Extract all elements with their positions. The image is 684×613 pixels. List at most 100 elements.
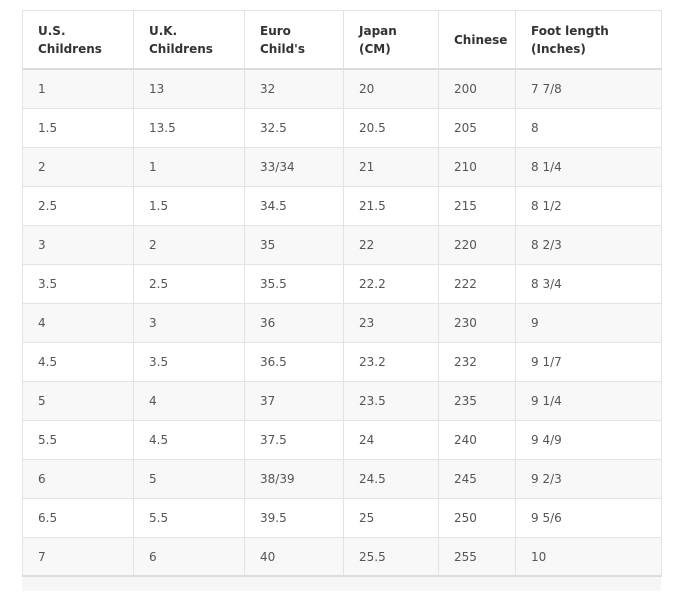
table-cell: 25 (343, 498, 439, 538)
table-cell: 24.5 (343, 459, 439, 499)
table-cell: 4 (22, 303, 134, 343)
header-cell: U.S. Childrens (22, 10, 134, 70)
table-cell: 35.5 (244, 264, 344, 304)
table-body: 1 13 32 20 200 7 7/8 1.5 13.5 32.5 20.5 205 8 2 1 33/3… (22, 68, 662, 577)
table-cell: 37.5 (244, 420, 344, 460)
table-cell: 9 2/3 (515, 459, 662, 499)
header-cell: Euro Child's (244, 10, 344, 70)
table-row: 2.5 1.5 34.5 21.5 215 8 1/2 (22, 186, 662, 226)
table-cell: 32.5 (244, 108, 344, 148)
table-cell: 9 (515, 303, 662, 343)
table-cell: 230 (438, 303, 516, 343)
table-cell: 13 (133, 68, 245, 109)
table-cell: 255 (438, 537, 516, 577)
table-cell: 5 (133, 459, 245, 499)
table-cell: 3 (133, 303, 245, 343)
table-cell: 34.5 (244, 186, 344, 226)
table-cell: 4 (133, 381, 245, 421)
table-cell: 245 (438, 459, 516, 499)
table-cell: 2 (133, 225, 245, 265)
table-cell: 23.2 (343, 342, 439, 382)
header-cell: Japan (CM) (343, 10, 439, 70)
table-row: 5 4 37 23.5 235 9 1/4 (22, 381, 662, 421)
table-row: 5.5 4.5 37.5 24 240 9 4/9 (22, 420, 662, 460)
table-cell: 21 (343, 147, 439, 187)
table-cell: 5 (22, 381, 134, 421)
table-cell: 4.5 (133, 420, 245, 460)
table-cell: 6 (133, 537, 245, 577)
table-row: 3 2 35 22 220 8 2/3 (22, 225, 662, 265)
table-cell: 9 5/6 (515, 498, 662, 538)
table-cell: 6 (22, 459, 134, 499)
table-cell: 240 (438, 420, 516, 460)
table-cell: 8 1/4 (515, 147, 662, 187)
table-cell: 13.5 (133, 108, 245, 148)
table-cell: 23.5 (343, 381, 439, 421)
table-cell: 232 (438, 342, 516, 382)
table-footer-strip (22, 575, 661, 591)
table-cell: 5.5 (22, 420, 134, 460)
table-cell: 210 (438, 147, 516, 187)
table-cell: 3 (22, 225, 134, 265)
table-cell: 3.5 (22, 264, 134, 304)
table-cell: 38/39 (244, 459, 344, 499)
table-cell: 8 1/2 (515, 186, 662, 226)
table-cell: 40 (244, 537, 344, 577)
table-row: 4.5 3.5 36.5 23.2 232 9 1/7 (22, 342, 662, 382)
table-cell: 20 (343, 68, 439, 109)
table-cell: 8 3/4 (515, 264, 662, 304)
table-cell: 20.5 (343, 108, 439, 148)
table-row: 1 13 32 20 200 7 7/8 (22, 68, 662, 109)
table-cell: 250 (438, 498, 516, 538)
table-cell: 1 (22, 68, 134, 109)
table-cell: 35 (244, 225, 344, 265)
table-cell: 4.5 (22, 342, 134, 382)
table-row: 2 1 33/34 21 210 8 1/4 (22, 147, 662, 187)
table-row: 1.5 13.5 32.5 20.5 205 8 (22, 108, 662, 148)
table-cell: 235 (438, 381, 516, 421)
table-row: 4 3 36 23 230 9 (22, 303, 662, 343)
table-cell: 1 (133, 147, 245, 187)
table-cell: 6.5 (22, 498, 134, 538)
table-cell: 200 (438, 68, 516, 109)
table-cell: 7 (22, 537, 134, 577)
table-cell: 23 (343, 303, 439, 343)
table-cell: 9 1/4 (515, 381, 662, 421)
table-cell: 36.5 (244, 342, 344, 382)
table-cell: 39.5 (244, 498, 344, 538)
table-cell: 7 7/8 (515, 68, 662, 109)
table-cell: 10 (515, 537, 662, 577)
table-cell: 205 (438, 108, 516, 148)
table-row: 7 6 40 25.5 255 10 (22, 537, 662, 577)
table-cell: 222 (438, 264, 516, 304)
table-cell: 22.2 (343, 264, 439, 304)
header-cell: U.K. Childrens (133, 10, 245, 70)
table-cell: 36 (244, 303, 344, 343)
table-cell: 215 (438, 186, 516, 226)
table-container: U.S. Childrens U.K. Childrens Euro Child's… (22, 10, 662, 577)
table-cell: 3.5 (133, 342, 245, 382)
table-cell: 1.5 (22, 108, 134, 148)
table-cell: 8 (515, 108, 662, 148)
table-cell: 25.5 (343, 537, 439, 577)
table-cell: 5.5 (133, 498, 245, 538)
table-cell: 32 (244, 68, 344, 109)
header-cell: Foot length (Inches) (515, 10, 662, 70)
table-cell: 1.5 (133, 186, 245, 226)
table-cell: 22 (343, 225, 439, 265)
table-cell: 2.5 (133, 264, 245, 304)
table-row: 3.5 2.5 35.5 22.2 222 8 3/4 (22, 264, 662, 304)
size-table: U.S. Childrens U.K. Childrens Euro Child's… (22, 10, 662, 577)
table-cell: 21.5 (343, 186, 439, 226)
header-row: U.S. Childrens U.K. Childrens Euro Child's… (22, 10, 662, 70)
table-cell: 9 1/7 (515, 342, 662, 382)
table-row: 6 5 38/39 24.5 245 9 2/3 (22, 459, 662, 499)
table-cell: 9 4/9 (515, 420, 662, 460)
table-cell: 220 (438, 225, 516, 265)
table-cell: 2.5 (22, 186, 134, 226)
header-cell: Chinese (438, 10, 516, 70)
table-cell: 8 2/3 (515, 225, 662, 265)
table-cell: 2 (22, 147, 134, 187)
table-row: 6.5 5.5 39.5 25 250 9 5/6 (22, 498, 662, 538)
